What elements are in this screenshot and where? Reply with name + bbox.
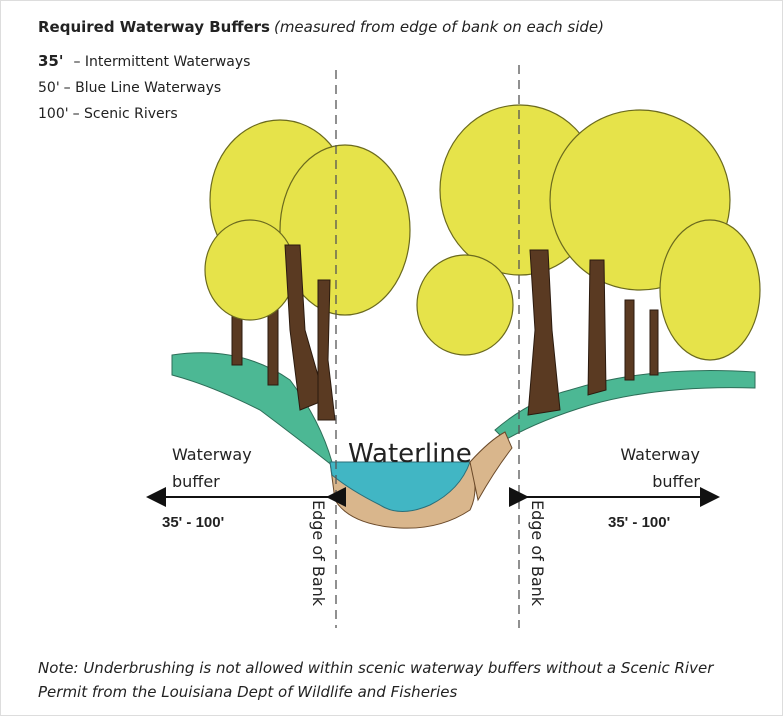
buffer-width: 50' (38, 80, 60, 96)
waterline: Waterline (348, 439, 472, 469)
buffer-range: 35' - 100' (162, 514, 224, 531)
diagram: Required Waterway Buffers(measured from … (0, 0, 783, 716)
edge-of-bank: Edge of Bank (528, 500, 547, 607)
buffer-label: Waterway (172, 445, 252, 464)
buffer-label: – Scenic Rivers (73, 106, 178, 122)
trunk (588, 260, 606, 395)
title-text: Required Waterway Buffers (38, 18, 270, 36)
buffer-label: buffer (172, 472, 220, 491)
buffer-label: – Blue Line Waterways (64, 80, 222, 96)
buffer-width: 100' (38, 106, 69, 122)
canopy (660, 220, 760, 360)
buffer-label: Waterway (620, 445, 700, 464)
canopy (205, 220, 295, 320)
title: Required Waterway Buffers(measured from … (38, 18, 604, 36)
buffer-item: 100'– Scenic Rivers (38, 106, 178, 122)
buffer-label: buffer (652, 472, 700, 491)
buffer-label: – Intermittent Waterways (73, 54, 250, 70)
canopy (417, 255, 513, 355)
edge-of-bank: Edge of Bank (309, 500, 328, 607)
buffer-item: 50'– Blue Line Waterways (38, 80, 221, 96)
subtitle: (measured from edge of bank on each side… (274, 18, 604, 36)
note: Permit from the Louisiana Dept of Wildli… (38, 683, 457, 701)
buffer-width: 35' (38, 52, 63, 70)
trunk (650, 310, 658, 375)
trunk (625, 300, 634, 380)
note: Note: Underbrushing is not allowed withi… (38, 659, 714, 677)
buffer-range: 35' - 100' (608, 514, 670, 531)
